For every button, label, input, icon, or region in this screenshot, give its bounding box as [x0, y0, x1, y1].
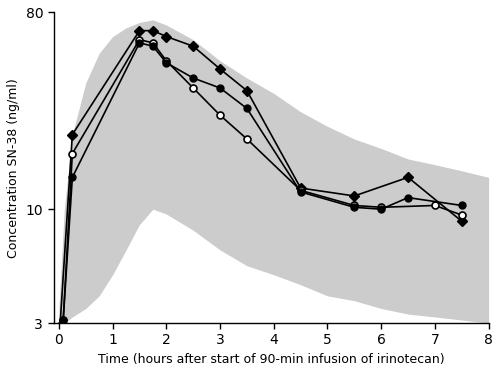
X-axis label: Time (hours after start of 90-min infusion of irinotecan): Time (hours after start of 90-min infusi… — [98, 353, 445, 366]
Y-axis label: Concentration SN-38 (ng/ml): Concentration SN-38 (ng/ml) — [7, 78, 20, 258]
